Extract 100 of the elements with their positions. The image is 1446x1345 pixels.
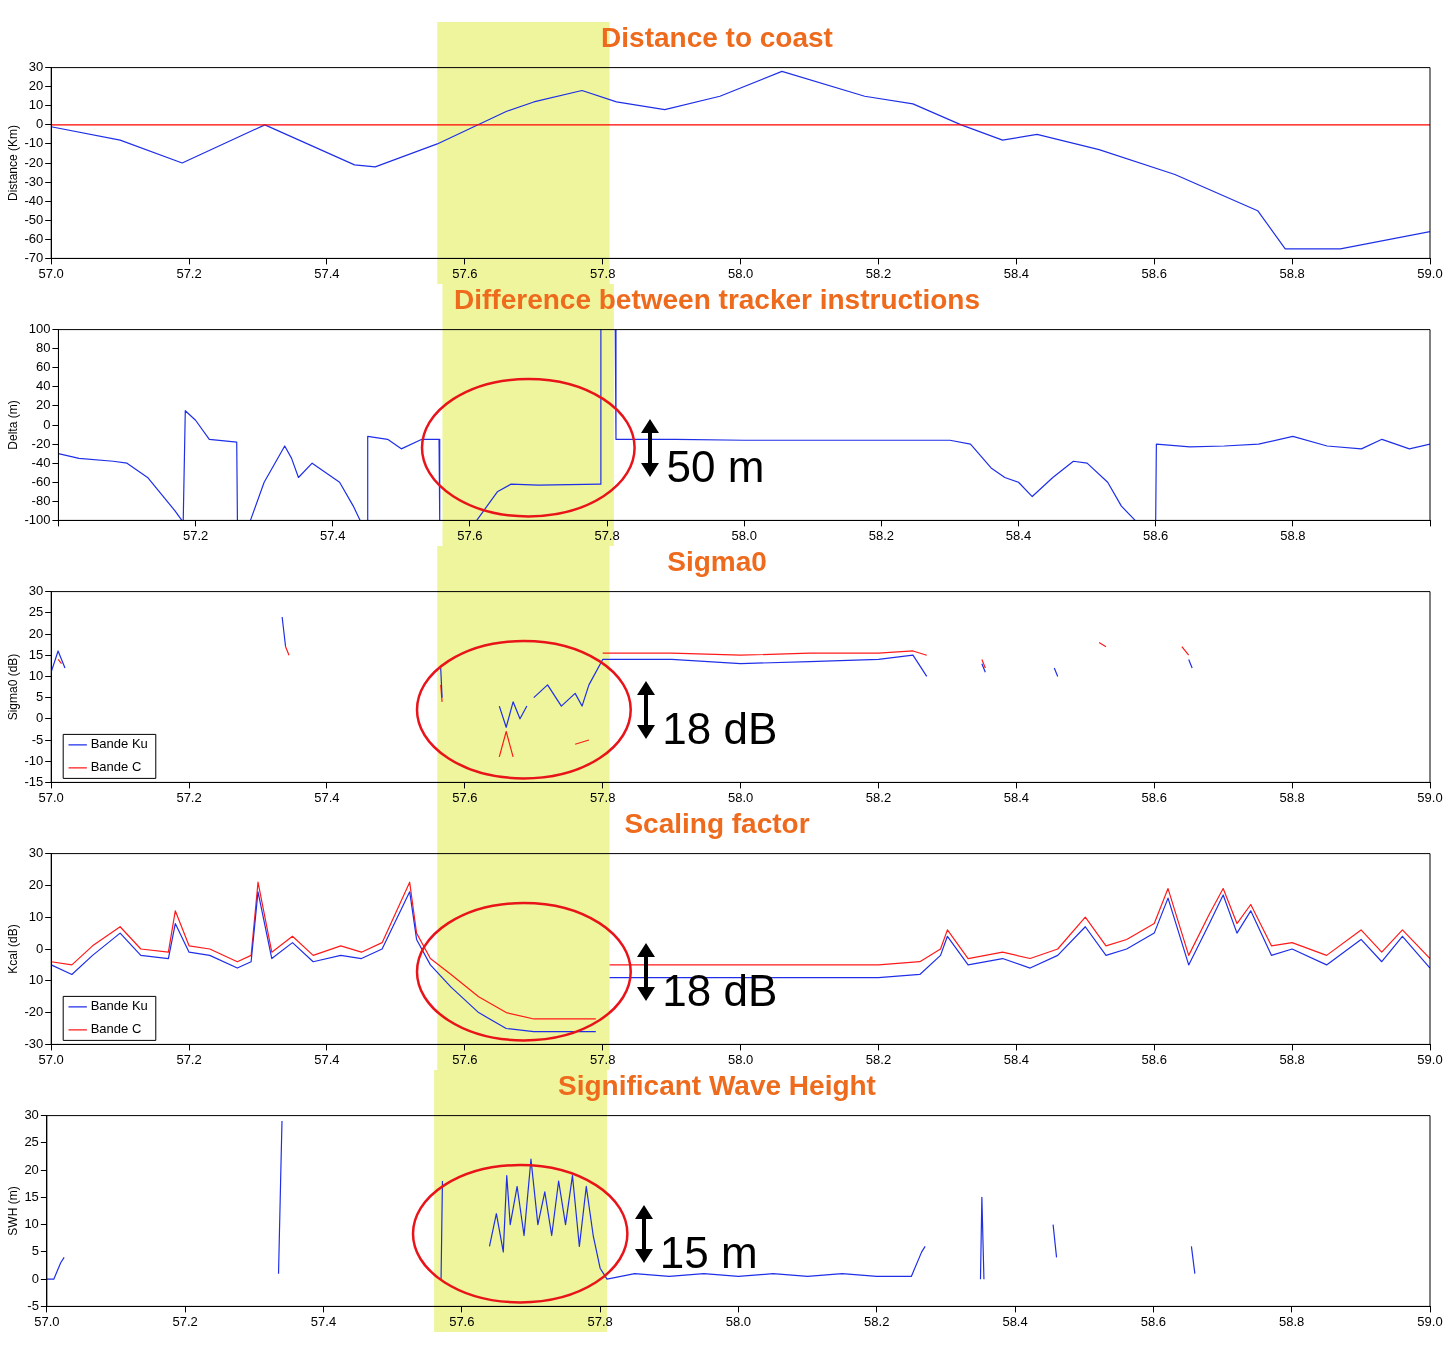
y-tick-label: -70 <box>24 249 44 265</box>
x-tick-label: 57.8 <box>590 789 616 805</box>
y-tick-label: 10 <box>24 1216 39 1232</box>
y-tick-label: 0 <box>35 940 44 956</box>
legend-label: Bande Ku <box>90 736 148 752</box>
y-tick-label: 15 <box>24 1188 39 1204</box>
x-tick-label: 58.4 <box>1005 527 1032 543</box>
y-tick-label: 0 <box>35 710 44 726</box>
x-tick-label: 57.2 <box>172 1313 198 1329</box>
x-tick-label: 58.4 <box>1003 265 1030 281</box>
y-tick-label: -60 <box>31 473 51 489</box>
x-tick-label: 58.2 <box>865 265 892 281</box>
legend-label: Bande C <box>90 759 142 775</box>
y-tick-label: -20 <box>24 154 44 170</box>
x-tick-label: 58.2 <box>868 527 895 543</box>
chart-title: Sigma0 <box>667 545 767 577</box>
x-tick-label: 57.6 <box>452 789 478 805</box>
y-tick-label: 25 <box>24 1134 39 1150</box>
y-tick-label: 80 <box>35 340 51 356</box>
x-tick-label: 57.6 <box>449 1313 475 1329</box>
y-tick-label: 0 <box>35 116 44 132</box>
x-tick-label: 58.6 <box>1141 265 1167 281</box>
y-tick-label: 60 <box>35 359 51 375</box>
legend-label: Bande Ku <box>90 998 148 1014</box>
y-tick-label: -20 <box>31 435 51 451</box>
y-tick-label: 30 <box>24 1107 39 1123</box>
legend-label: Bande C <box>90 1021 142 1037</box>
x-tick-label: 58.8 <box>1279 265 1305 281</box>
annotation: 50 m <box>666 441 765 492</box>
x-tick-label: 57.0 <box>38 1051 64 1067</box>
annotation: 18 dB <box>662 965 778 1016</box>
y-tick-label: 10 <box>28 972 44 988</box>
x-tick-label: 59.0 <box>1417 265 1443 281</box>
y-tick-label: -5 <box>27 1297 39 1313</box>
y-axis-title: Delta (m) <box>5 400 20 450</box>
x-tick-label: 58.0 <box>727 789 754 805</box>
y-tick-label: 20 <box>28 876 44 892</box>
x-tick-label: 58.6 <box>1143 527 1169 543</box>
x-tick-label: 58.6 <box>1141 1051 1167 1067</box>
x-tick-label: 58.4 <box>1002 1313 1028 1329</box>
y-tick-label: -40 <box>31 454 51 470</box>
y-tick-label: -50 <box>24 211 44 227</box>
x-tick-label: 57.8 <box>590 265 616 281</box>
y-tick-label: 10 <box>28 97 44 113</box>
annotation: 15 m <box>659 1227 758 1278</box>
x-tick-label: 57.6 <box>457 527 483 543</box>
x-tick-label: 57.4 <box>314 1051 340 1067</box>
y-tick-label: -60 <box>24 230 44 246</box>
x-tick-label: 58.0 <box>731 527 757 543</box>
x-tick-label: 59.0 <box>1417 789 1443 805</box>
x-tick-label: 58.8 <box>1279 1313 1305 1329</box>
x-tick-label: 58.4 <box>1003 1051 1030 1067</box>
y-tick-label: -20 <box>24 1004 44 1020</box>
x-tick-label: 58.8 <box>1279 789 1305 805</box>
x-tick-label: 57.8 <box>590 1051 616 1067</box>
y-tick-label: -40 <box>24 192 44 208</box>
y-axis-title: Sigma0 (dB) <box>5 653 20 721</box>
y-tick-label: -80 <box>31 492 51 508</box>
y-tick-label: 0 <box>43 416 51 432</box>
x-tick-label: 57.6 <box>452 1051 478 1067</box>
x-tick-label: 57.0 <box>38 789 64 805</box>
y-tick-label: 40 <box>35 378 51 394</box>
y-tick-label: -10 <box>24 752 44 768</box>
y-tick-label: 25 <box>28 604 44 620</box>
chart-title: Significant Wave Height <box>558 1069 876 1101</box>
y-tick-label: 5 <box>35 689 44 705</box>
y-tick-label: 5 <box>31 1243 39 1259</box>
y-tick-label: -5 <box>31 731 44 747</box>
x-tick-label: 58.6 <box>1140 1313 1167 1329</box>
x-tick-label: 58.2 <box>864 1313 890 1329</box>
y-tick-label: 15 <box>28 646 44 662</box>
x-tick-label: 57.2 <box>176 265 202 281</box>
y-tick-label: 20 <box>35 397 51 413</box>
x-tick-label: 57.2 <box>176 789 202 805</box>
y-axis-title: Distance (Km) <box>5 124 20 202</box>
y-tick-label: 30 <box>28 583 44 599</box>
x-tick-label: 58.8 <box>1280 527 1306 543</box>
y-tick-label: 10 <box>28 908 44 924</box>
x-tick-label: 57.4 <box>314 789 340 805</box>
x-tick-label: 58.8 <box>1279 1051 1305 1067</box>
x-tick-label: 59.0 <box>1417 1313 1443 1329</box>
y-tick-label: 30 <box>28 59 44 75</box>
annotation: 18 dB <box>662 703 778 754</box>
y-tick-label: 10 <box>28 667 44 683</box>
chart-title: Difference between tracker instructions <box>454 283 980 315</box>
x-tick-label: 57.8 <box>587 1313 613 1329</box>
y-tick-label: 100 <box>28 321 51 337</box>
x-tick-label: 57.4 <box>320 527 346 543</box>
x-tick-label: 58.2 <box>865 1051 892 1067</box>
x-tick-label: 58.2 <box>865 789 892 805</box>
x-tick-label: 57.0 <box>38 265 64 281</box>
y-tick-label: -15 <box>24 773 44 789</box>
x-tick-label: 57.0 <box>34 1313 60 1329</box>
y-axis-title: Kcal (dB) <box>5 924 20 974</box>
y-tick-label: 0 <box>31 1270 39 1286</box>
y-tick-label: 30 <box>28 845 44 861</box>
x-tick-label: 57.2 <box>176 1051 202 1067</box>
x-tick-label: 57.2 <box>182 527 209 543</box>
chart-title: Scaling factor <box>624 807 810 839</box>
x-tick-label: 57.6 <box>452 265 478 281</box>
